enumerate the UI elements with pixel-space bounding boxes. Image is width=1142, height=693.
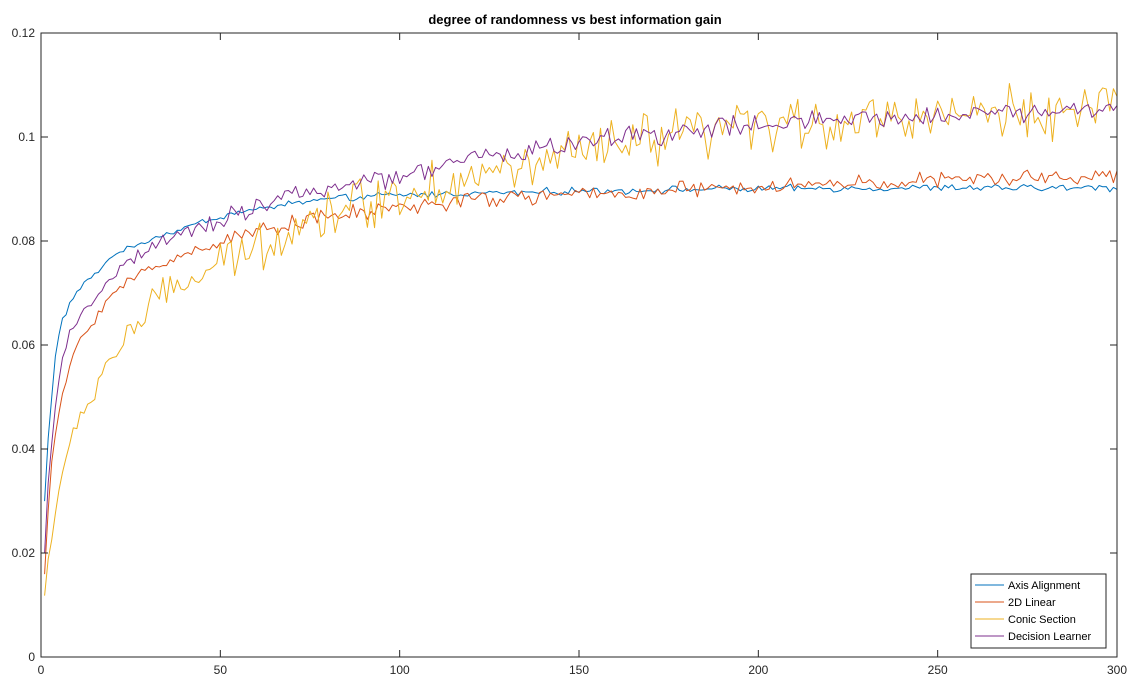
y-tick-label: 0.1 (18, 130, 35, 144)
x-tick-label: 100 (390, 663, 410, 677)
y-tick-label: 0.06 (12, 338, 36, 352)
y-tick-label: 0.02 (12, 546, 36, 560)
y-tick-label: 0.12 (12, 26, 36, 40)
legend-label: Decision Learner (1008, 631, 1091, 643)
legend-label: Conic Section (1008, 614, 1076, 626)
series-layer (44, 83, 1118, 596)
x-tick-label: 0 (38, 663, 45, 677)
series-line-3 (44, 83, 1118, 596)
legend-box (970, 573, 1107, 649)
series-line-4 (44, 102, 1118, 554)
x-tick-label: 250 (928, 663, 948, 677)
legend-label: 2D Linear (1008, 597, 1056, 609)
axes-layer: 0 50 100 150 200 250 300 0 0.02 0.04 0.06 0.08 0.1 0.… (12, 26, 1128, 677)
y-tick-label: 0 (28, 650, 35, 664)
chart-title: degree of randomness vs best information… (428, 12, 721, 27)
legend-label: Axis Alignment (1008, 580, 1080, 592)
x-tick-label: 150 (569, 663, 589, 677)
y-tick-label: 0.08 (12, 234, 36, 248)
y-tick-label: 0.04 (12, 442, 36, 456)
legend: Axis Alignment 2D Linear Conic Section Deci… (970, 573, 1107, 649)
series-line-2 (44, 169, 1118, 575)
x-tick-label: 50 (214, 663, 228, 677)
x-tick-label: 300 (1107, 663, 1127, 677)
x-tick-label: 200 (748, 663, 768, 677)
